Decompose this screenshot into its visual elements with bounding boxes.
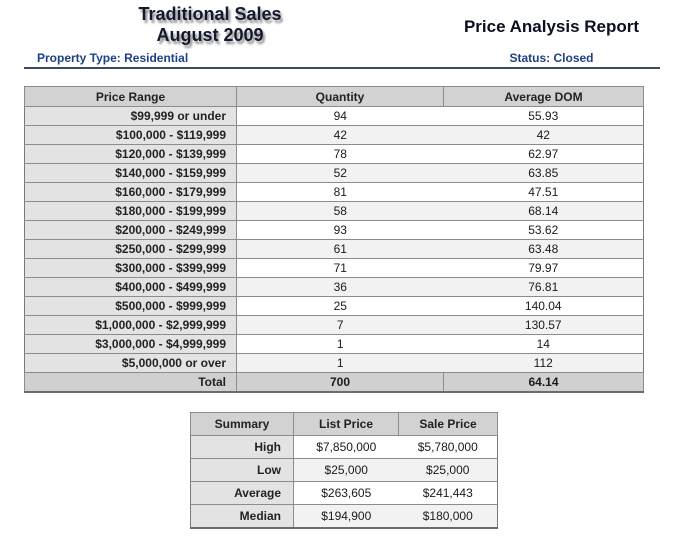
list-price-cell: $25,000 [293, 458, 399, 482]
summary-header-row: Summary List Price Sale Price [190, 412, 498, 436]
page-title: Price Analysis Report [463, 17, 640, 36]
average-dom-cell: 130.57 [443, 315, 644, 335]
quantity-cell: 94 [236, 106, 444, 126]
table-row: $99,999 or under 94 55.93 [24, 106, 644, 126]
table-row: $5,000,000 or over 1 112 [24, 353, 644, 373]
average-dom-cell: 47.51 [443, 182, 644, 202]
price-range-cell: $180,000 - $199,999 [24, 201, 237, 221]
sale-price-column-header: Sale Price [398, 412, 498, 436]
table-row: Low $25,000 $25,000 [190, 458, 498, 482]
table-row: $180,000 - $199,999 58 68.14 [24, 201, 644, 221]
table-row: Average $263,605 $241,443 [190, 481, 498, 505]
price-range-cell: $5,000,000 or over [24, 353, 237, 373]
summary-label-cell: Low [190, 458, 294, 482]
table-row: $1,000,000 - $2,999,999 7 130.57 [24, 315, 644, 335]
sale-price-cell: $5,780,000 [398, 435, 498, 459]
quantity-cell: 52 [236, 163, 444, 183]
table-row: $250,000 - $299,999 61 63.48 [24, 239, 644, 259]
quantity-cell: 58 [236, 201, 444, 221]
table-row: $140,000 - $159,999 52 63.85 [24, 163, 644, 183]
sale-price-cell: $180,000 [398, 504, 498, 529]
price-range-cell: $250,000 - $299,999 [24, 239, 237, 259]
summary-table-body: High $7,850,000 $5,780,000 Low $25,000 $25,00… [190, 435, 498, 529]
price-range-cell: $300,000 - $399,999 [24, 258, 237, 278]
status-label: Status: Closed [509, 51, 594, 65]
summary-column-header: Summary [190, 412, 294, 436]
price-range-column-header: Price Range [24, 86, 237, 107]
quantity-cell: 25 [236, 296, 444, 316]
price-range-cell: $3,000,000 - $4,999,999 [24, 334, 237, 354]
average-dom-cell: 42 [443, 125, 644, 145]
total-quantity-cell: 700 [236, 372, 444, 393]
quantity-cell: 36 [236, 277, 444, 297]
table-row: Median $194,900 $180,000 [190, 504, 498, 529]
table-row: $120,000 - $139,999 78 62.97 [24, 144, 644, 164]
average-dom-cell: 55.93 [443, 106, 644, 126]
quantity-cell: 93 [236, 220, 444, 240]
average-dom-cell: 79.97 [443, 258, 644, 278]
average-dom-cell: 62.97 [443, 144, 644, 164]
average-dom-cell: 140.04 [443, 296, 644, 316]
report-period-title-line2: August 2009 [156, 25, 264, 45]
quantity-cell: 1 [236, 334, 444, 354]
quantity-cell: 7 [236, 315, 444, 335]
summary-label-cell: High [190, 435, 294, 459]
list-price-cell: $194,900 [293, 504, 399, 529]
price-range-cell: $160,000 - $179,999 [24, 182, 237, 202]
list-price-column-header: List Price [293, 412, 399, 436]
price-range-cell: $99,999 or under [24, 106, 237, 126]
quantity-cell: 42 [236, 125, 444, 145]
average-dom-cell: 53.62 [443, 220, 644, 240]
report-period-title: Traditional Sales August 2009 [0, 4, 420, 46]
quantity-cell: 1 [236, 353, 444, 373]
sale-price-cell: $241,443 [398, 481, 498, 505]
average-dom-cell: 63.48 [443, 239, 644, 259]
average-dom-cell: 76.81 [443, 277, 644, 297]
price-analysis-table: Price Range Quantity Average DOM $99,999… [24, 86, 644, 393]
report-period-title-line1: Traditional Sales [138, 4, 282, 24]
header-divider [24, 67, 660, 69]
average-dom-cell: 112 [443, 353, 644, 373]
table-row: High $7,850,000 $5,780,000 [190, 435, 498, 459]
price-range-cell: $120,000 - $139,999 [24, 144, 237, 164]
average-dom-cell: 14 [443, 334, 644, 354]
average-dom-cell: 68.14 [443, 201, 644, 221]
summary-label-cell: Average [190, 481, 294, 505]
total-average-dom-cell: 64.14 [443, 372, 644, 393]
table-row: $500,000 - $999,999 25 140.04 [24, 296, 644, 316]
table-row: $160,000 - $179,999 81 47.51 [24, 182, 644, 202]
price-table-header-row: Price Range Quantity Average DOM [24, 86, 644, 107]
quantity-column-header: Quantity [236, 86, 444, 107]
quantity-cell: 61 [236, 239, 444, 259]
price-range-cell: $400,000 - $499,999 [24, 277, 237, 297]
total-row: Total 700 64.14 [24, 372, 644, 393]
price-summary-table: Summary List Price Sale Price High $7,850… [190, 412, 498, 529]
quantity-cell: 81 [236, 182, 444, 202]
summary-label-cell: Median [190, 504, 294, 529]
table-row: $3,000,000 - $4,999,999 1 14 [24, 334, 644, 354]
quantity-cell: 71 [236, 258, 444, 278]
list-price-cell: $263,605 [293, 481, 399, 505]
price-range-cell: $100,000 - $119,999 [24, 125, 237, 145]
price-range-cell: $1,000,000 - $2,999,999 [24, 315, 237, 335]
price-table-body: $99,999 or under 94 55.93 $100,000 - $119,9… [24, 106, 644, 373]
total-label-cell: Total [24, 372, 237, 393]
price-range-cell: $500,000 - $999,999 [24, 296, 237, 316]
price-range-cell: $200,000 - $249,999 [24, 220, 237, 240]
average-dom-cell: 63.85 [443, 163, 644, 183]
average-dom-column-header: Average DOM [443, 86, 644, 107]
table-row: $200,000 - $249,999 93 53.62 [24, 220, 644, 240]
sale-price-cell: $25,000 [398, 458, 498, 482]
price-range-cell: $140,000 - $159,999 [24, 163, 237, 183]
table-row: $300,000 - $399,999 71 79.97 [24, 258, 644, 278]
quantity-cell: 78 [236, 144, 444, 164]
table-row: $100,000 - $119,999 42 42 [24, 125, 644, 145]
property-type-label: Property Type: Residential [37, 51, 189, 65]
table-row: $400,000 - $499,999 36 76.81 [24, 277, 644, 297]
list-price-cell: $7,850,000 [293, 435, 399, 459]
